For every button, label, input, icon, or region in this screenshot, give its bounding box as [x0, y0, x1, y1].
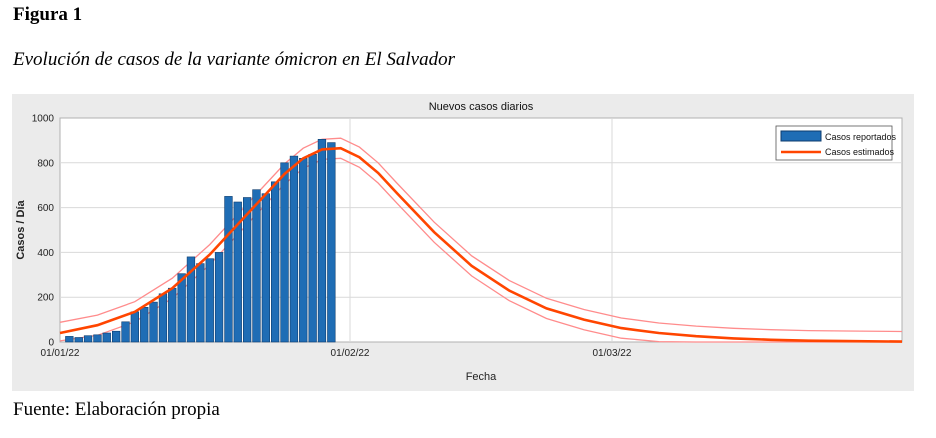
figure-label: Figura 1: [13, 4, 83, 25]
bar: [327, 142, 336, 343]
bar: [270, 181, 280, 343]
bar: [243, 197, 252, 343]
bar: [299, 158, 308, 343]
legend: Casos reportados Casos estimados: [775, 125, 897, 161]
bar: [74, 337, 83, 343]
bar: [289, 155, 299, 343]
bar: [83, 335, 93, 343]
y-tick-label: 400: [37, 248, 54, 259]
bar: [112, 330, 121, 343]
x-tick-label: 01/01/22: [41, 348, 80, 359]
bar: [130, 311, 139, 343]
legend-box: [775, 125, 893, 161]
bar: [317, 138, 327, 343]
bar: [261, 193, 270, 343]
legend-label-estimated: Casos estimados: [825, 147, 895, 157]
bar: [196, 263, 205, 343]
chart-panel: 0 200 400 600 800 1000 01/01/22 01/02/22 01/03/2…: [12, 94, 914, 391]
chart-title: Nuevos casos diarios: [429, 101, 534, 113]
bar: [186, 256, 196, 343]
y-tick-label: 200: [37, 293, 54, 304]
figure-source: Fuente: Elaboración propia: [13, 399, 220, 420]
bar: [140, 307, 149, 343]
bar: [280, 162, 289, 343]
bar: [65, 336, 74, 343]
figure-title: Evolución de casos de la variante ómicro…: [13, 49, 456, 70]
estimated-cases-line: [59, 146, 903, 343]
bar: [233, 201, 242, 343]
bar: [102, 332, 111, 343]
daily-cases-chart: 0 200 400 600 800 1000 01/01/22 01/02/22 01/03/2…: [15, 101, 903, 383]
x-tick-label: 01/02/22: [331, 348, 370, 359]
bar: [93, 334, 102, 343]
bar: [308, 153, 317, 343]
bar: [252, 189, 261, 343]
bar: [177, 273, 186, 343]
upper-confidence-line: [59, 137, 903, 333]
bar: [224, 196, 233, 343]
y-tick-label: 800: [37, 158, 54, 169]
bar: [205, 258, 214, 343]
x-axis-title: Fecha: [466, 371, 497, 383]
bar: [121, 321, 130, 343]
bar: [214, 252, 224, 343]
legend-label-reported: Casos reportados: [825, 132, 897, 142]
x-tick-label: 01/03/22: [593, 348, 632, 359]
legend-swatch-reported: [780, 130, 822, 142]
bar: [149, 301, 158, 343]
y-tick-label: 600: [37, 203, 54, 214]
y-tick-label: 1000: [32, 114, 55, 125]
y-axis-title: Casos / Día: [15, 199, 27, 259]
bar: [168, 287, 177, 343]
bar: [158, 293, 168, 343]
y-tick-label: 0: [48, 338, 54, 349]
